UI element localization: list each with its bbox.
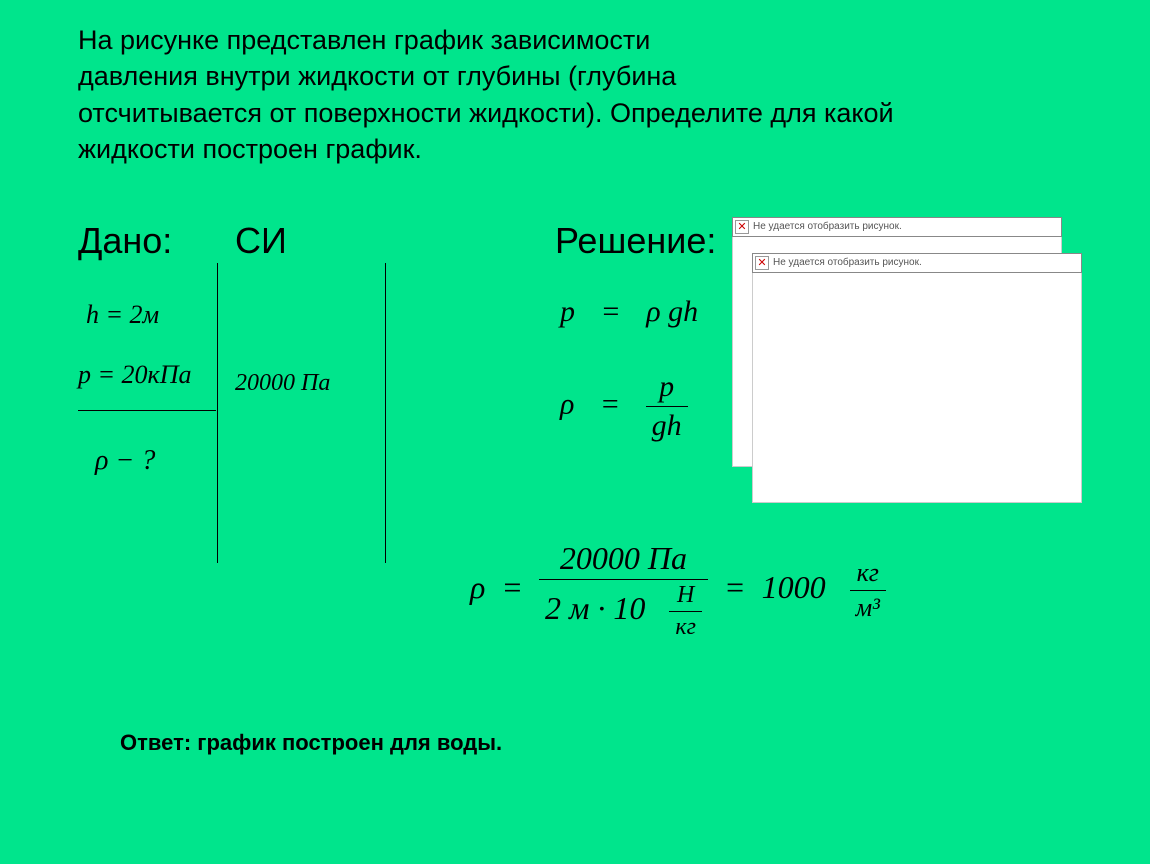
calc-den-frac-num: Н [669, 582, 702, 611]
calc-result-unit-den: м³ [850, 590, 886, 623]
missing-image-text-1: Не удается отобразить рисунок. [753, 221, 902, 232]
missing-image-text-2: Не удается отобразить рисунок. [773, 257, 922, 268]
calc-lhs: ρ [470, 569, 485, 605]
missing-image-2: ✕ Не удается отобразить рисунок. [752, 253, 1082, 273]
si-label: СИ [235, 220, 287, 262]
calc-denominator: 2 м · 10 Н кг [539, 579, 708, 641]
solution-label: Решение: [555, 220, 716, 262]
calc-result-value: 1000 [762, 569, 826, 605]
formula-pressure-lhs: p [560, 295, 575, 328]
given-p: p = 20кПа [78, 360, 191, 390]
formula-pressure: p = ρ gh [560, 295, 698, 329]
divider-si-solution [385, 263, 386, 563]
formula-pressure-rhs: ρ gh [646, 295, 698, 328]
calc-numerator: 20000 Па [539, 540, 708, 579]
calc-den-left: 2 м · 10 [545, 590, 645, 626]
formula-density-lhs: ρ [560, 387, 574, 420]
broken-image-icon: ✕ [755, 256, 769, 270]
given-label: Дано: [78, 220, 172, 262]
si-pressure: 20000 Па [235, 370, 330, 397]
divider-given-si [217, 263, 218, 563]
problem-statement: На рисунке представлен график зависимост… [78, 22, 1058, 168]
given-h: h = 2м [86, 300, 159, 330]
formula-density-den: gh [646, 406, 688, 443]
given-rho-question: ρ − ? [95, 445, 155, 477]
broken-image-icon: ✕ [735, 220, 749, 234]
answer-text: Ответ: график построен для воды. [120, 730, 502, 756]
given-divider [78, 410, 216, 411]
calc-result-unit-num: кг [850, 558, 886, 590]
missing-image-1: ✕ Не удается отобразить рисунок. [732, 217, 1062, 237]
formula-calculation: ρ = 20000 Па 2 м · 10 Н кг = 1000 кг м³ [470, 540, 886, 641]
formula-density: ρ = p gh [560, 370, 688, 443]
formula-density-num: p [646, 370, 688, 406]
calc-den-frac-den: кг [669, 611, 702, 641]
missing-image-frame-2 [752, 253, 1082, 503]
